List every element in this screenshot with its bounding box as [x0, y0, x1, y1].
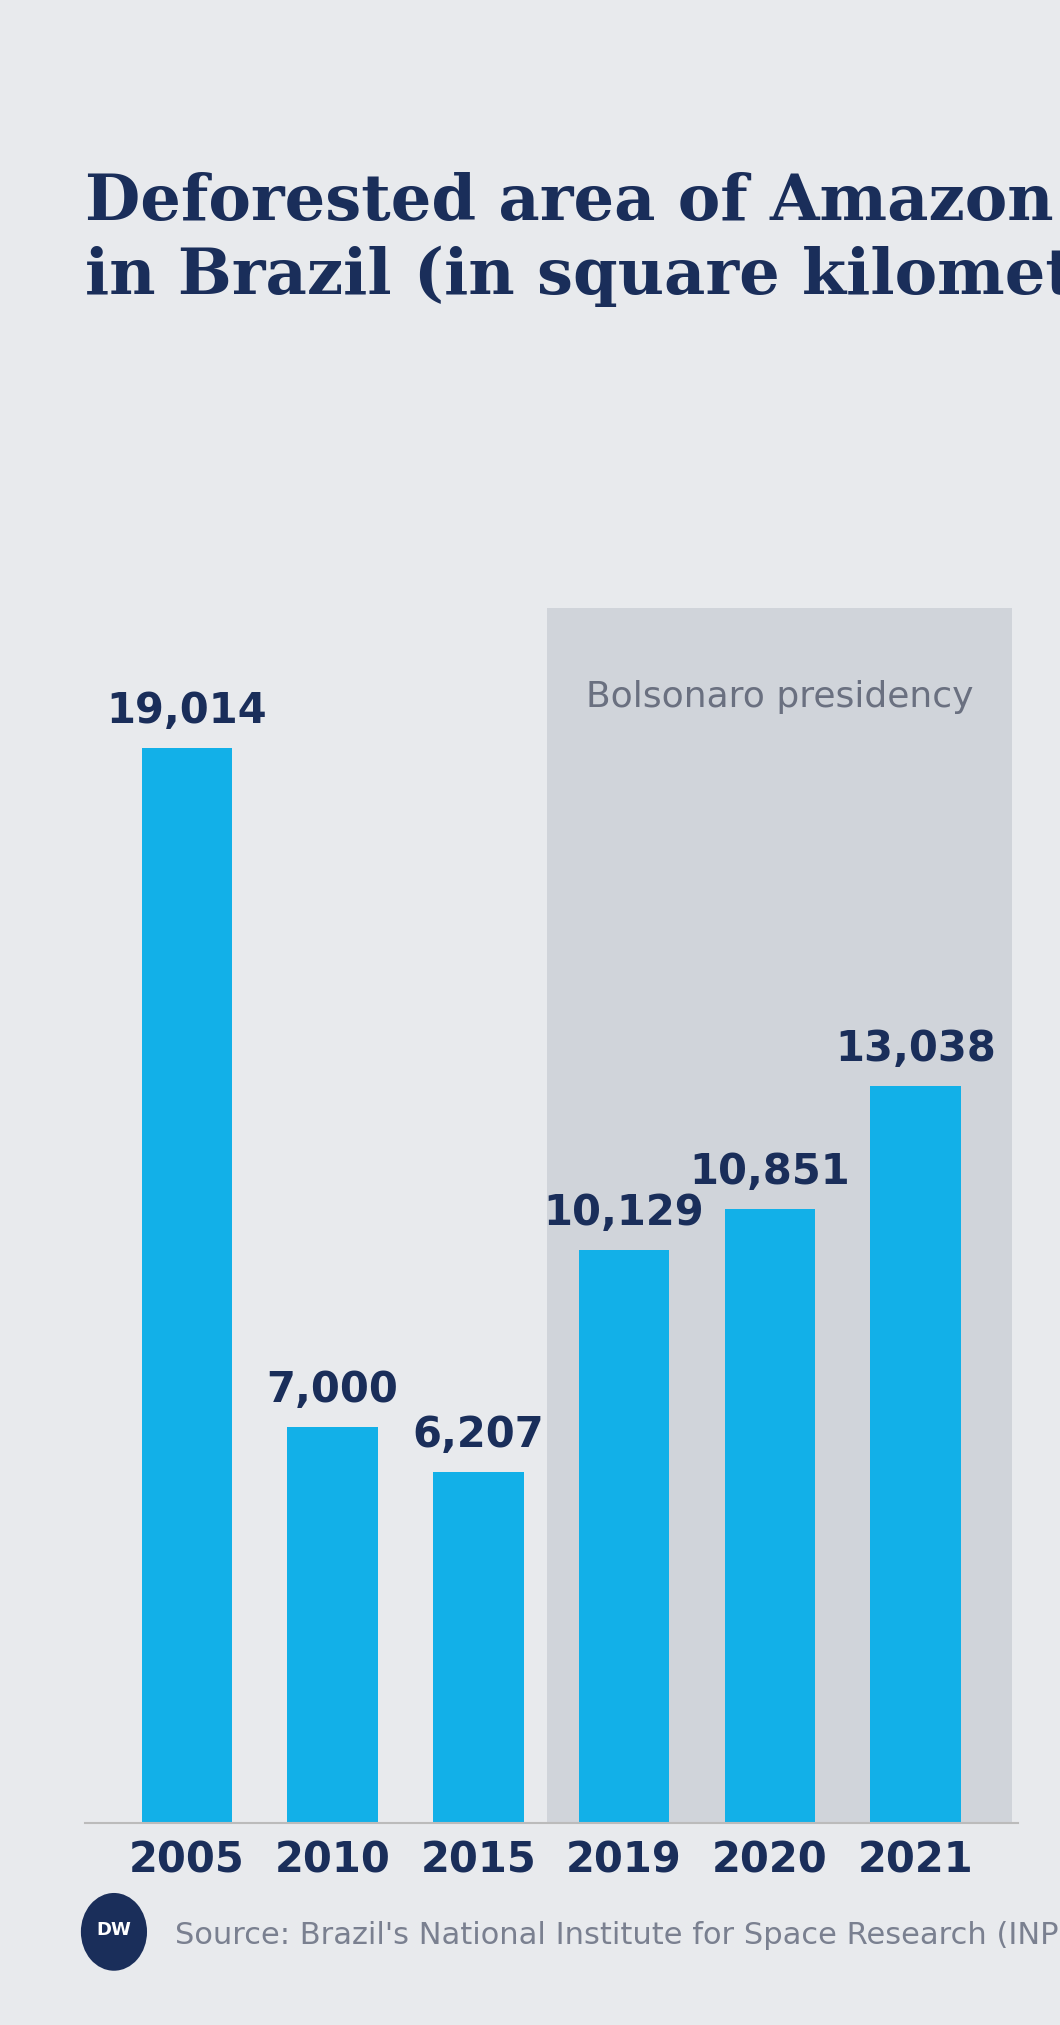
Text: Source: Brazil's National Institute for Space Research (INPE): Source: Brazil's National Institute for …: [175, 1922, 1060, 1950]
Bar: [434, 1472, 524, 1822]
Text: 6,207: 6,207: [412, 1413, 544, 1456]
Text: 7,000: 7,000: [267, 1369, 399, 1411]
Text: 13,038: 13,038: [835, 1029, 996, 1069]
FancyBboxPatch shape: [547, 608, 1011, 1823]
Text: 10,129: 10,129: [544, 1193, 705, 1235]
Text: 19,014: 19,014: [106, 691, 267, 733]
Bar: [725, 1209, 815, 1822]
Bar: [870, 1085, 960, 1822]
Text: 10,851: 10,851: [689, 1152, 850, 1193]
Text: Bolsonaro presidency: Bolsonaro presidency: [585, 680, 973, 715]
Circle shape: [81, 1893, 147, 1970]
Bar: [287, 1428, 377, 1822]
Text: Deforested area of Amazon rainforest
in Brazil (in square kilometers): Deforested area of Amazon rainforest in …: [85, 172, 1060, 306]
Text: DW: DW: [96, 1922, 131, 1940]
Bar: [579, 1249, 669, 1822]
Bar: [142, 747, 232, 1822]
